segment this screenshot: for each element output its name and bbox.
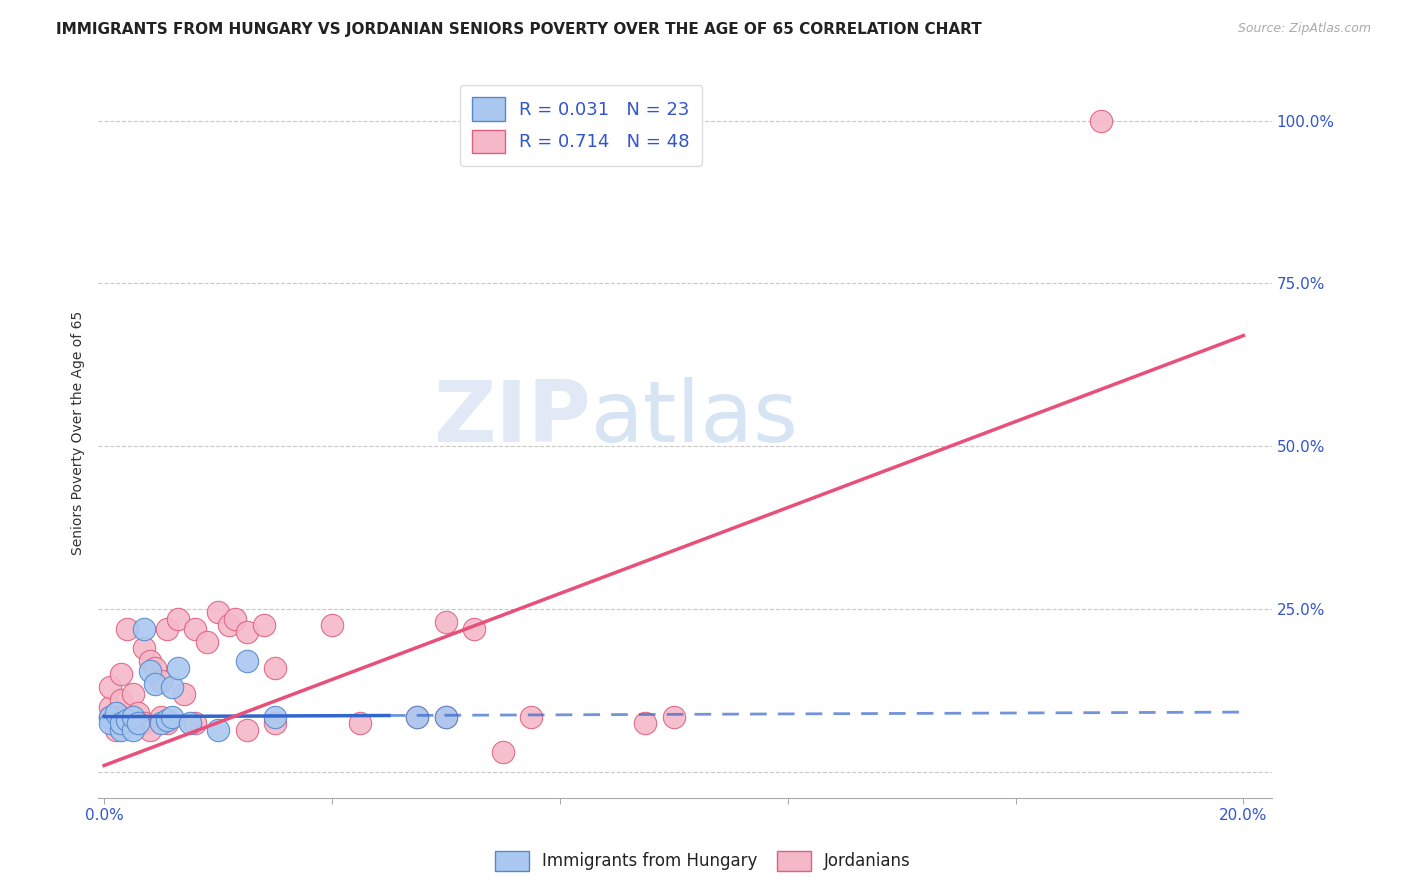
Point	[145, 661, 167, 675]
Point	[98, 699, 121, 714]
Point	[110, 693, 132, 707]
Point	[173, 687, 195, 701]
Point	[156, 622, 179, 636]
Point	[132, 641, 155, 656]
Point	[179, 716, 201, 731]
Point	[434, 615, 457, 630]
Point	[492, 746, 515, 760]
Point	[167, 661, 190, 675]
Point	[264, 716, 287, 731]
Point	[264, 709, 287, 723]
Point	[98, 709, 121, 723]
Point	[104, 716, 127, 731]
Text: IMMIGRANTS FROM HUNGARY VS JORDANIAN SENIORS POVERTY OVER THE AGE OF 65 CORRELAT: IMMIGRANTS FROM HUNGARY VS JORDANIAN SEN…	[56, 22, 981, 37]
Legend: Immigrants from Hungary, Jordanians: Immigrants from Hungary, Jordanians	[486, 842, 920, 880]
Point	[127, 706, 149, 721]
Point	[127, 716, 149, 731]
Point	[110, 716, 132, 731]
Point	[434, 709, 457, 723]
Point	[150, 709, 173, 723]
Point	[207, 723, 229, 737]
Point	[138, 664, 160, 678]
Point	[110, 723, 132, 737]
Point	[121, 709, 143, 723]
Point	[520, 709, 543, 723]
Text: Source: ZipAtlas.com: Source: ZipAtlas.com	[1237, 22, 1371, 36]
Point	[224, 612, 246, 626]
Point	[235, 624, 257, 639]
Point	[162, 709, 184, 723]
Point	[138, 654, 160, 668]
Point	[184, 622, 207, 636]
Point	[150, 716, 173, 731]
Point	[132, 622, 155, 636]
Point	[195, 634, 218, 648]
Point	[104, 723, 127, 737]
Point	[115, 713, 138, 727]
Point	[121, 723, 143, 737]
Point	[150, 673, 173, 688]
Point	[110, 667, 132, 681]
Point	[662, 709, 685, 723]
Legend: R = 0.031   N = 23, R = 0.714   N = 48: R = 0.031 N = 23, R = 0.714 N = 48	[460, 85, 702, 166]
Point	[264, 661, 287, 675]
Point	[104, 706, 127, 721]
Point	[115, 716, 138, 731]
Point	[463, 622, 485, 636]
Point	[110, 709, 132, 723]
Point	[167, 612, 190, 626]
Point	[127, 716, 149, 731]
Point	[349, 716, 371, 731]
Point	[406, 709, 429, 723]
Point	[156, 713, 179, 727]
Text: ZIP: ZIP	[433, 377, 592, 460]
Point	[218, 618, 240, 632]
Point	[138, 723, 160, 737]
Y-axis label: Seniors Poverty Over the Age of 65: Seniors Poverty Over the Age of 65	[72, 311, 86, 556]
Point	[434, 709, 457, 723]
Point	[406, 709, 429, 723]
Point	[1090, 113, 1112, 128]
Text: atlas: atlas	[592, 377, 799, 460]
Point	[121, 687, 143, 701]
Point	[634, 716, 657, 731]
Point	[132, 716, 155, 731]
Point	[98, 716, 121, 731]
Point	[98, 681, 121, 695]
Point	[156, 716, 179, 731]
Point	[145, 677, 167, 691]
Point	[253, 618, 276, 632]
Point	[115, 622, 138, 636]
Point	[184, 716, 207, 731]
Point	[121, 709, 143, 723]
Point	[235, 654, 257, 668]
Point	[104, 706, 127, 721]
Point	[207, 606, 229, 620]
Point	[235, 723, 257, 737]
Point	[162, 681, 184, 695]
Point	[321, 618, 343, 632]
Point	[98, 709, 121, 723]
